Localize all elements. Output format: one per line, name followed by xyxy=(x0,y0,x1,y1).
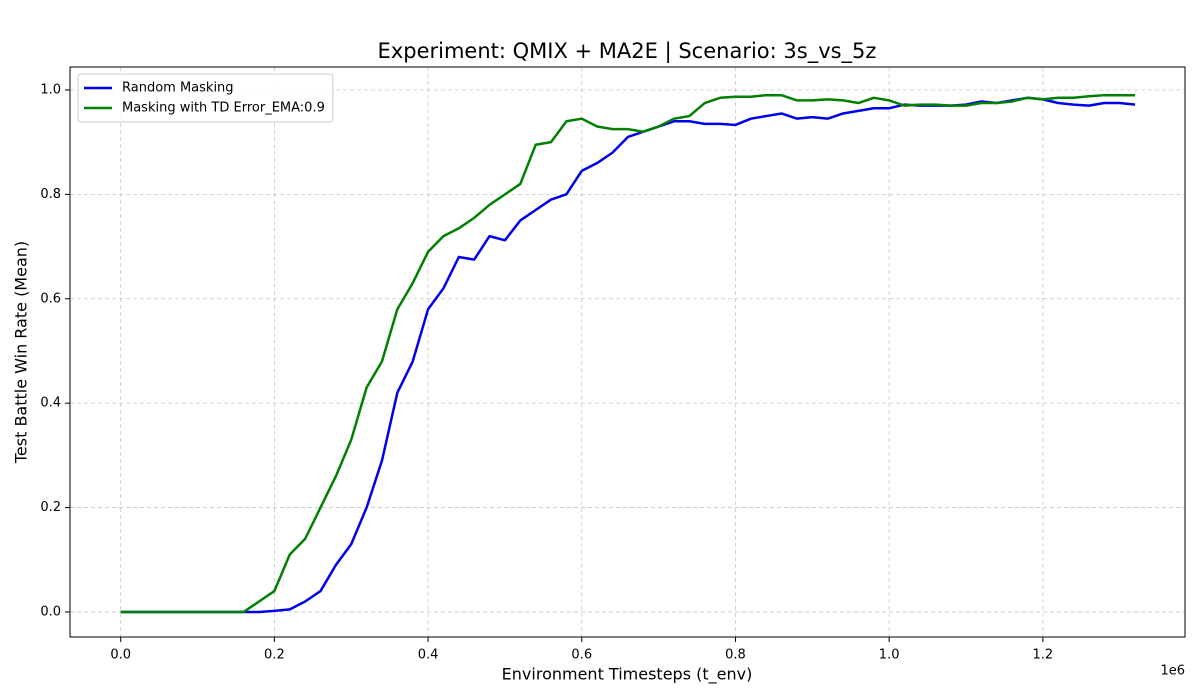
legend-label: Random Masking xyxy=(122,81,234,96)
y-tick-label: 0.6 xyxy=(40,291,61,306)
y-tick-label: 0.4 xyxy=(40,396,61,411)
x-offset-label: 1e6 xyxy=(1160,664,1185,679)
legend: Random Masking Masking with TD Error_EMA:… xyxy=(77,73,334,123)
y-tick-label: 1.0 xyxy=(40,82,61,97)
data-line xyxy=(120,93,1136,614)
x-tick-label: 0.6 xyxy=(571,648,592,663)
x-tick-label: 0.0 xyxy=(110,648,131,663)
x-tick-label: 1.0 xyxy=(879,648,900,663)
x-tick-label: 0.8 xyxy=(725,648,746,663)
x-tick-label: 0.2 xyxy=(264,648,285,663)
x-axis-label: Environment Timesteps (t_env) xyxy=(502,665,753,685)
chart-title: Experiment: QMIX + MA2E | Scenario: 3s_v… xyxy=(378,39,877,64)
x-tick-label: 1.2 xyxy=(1032,648,1053,663)
legend-label: Masking with TD Error_EMA:0.9 xyxy=(122,101,325,116)
y-tick-label: 0.0 xyxy=(40,604,61,619)
legend-box xyxy=(77,73,334,123)
y-tick-label: 0.8 xyxy=(40,187,61,202)
data-line xyxy=(120,96,1136,614)
y-tick-label: 0.2 xyxy=(40,500,61,515)
plot-frame xyxy=(69,66,1186,638)
y-axis-label: Test Battle Win Rate (Mean) xyxy=(12,241,31,464)
x-tick-label: 0.4 xyxy=(418,648,439,663)
